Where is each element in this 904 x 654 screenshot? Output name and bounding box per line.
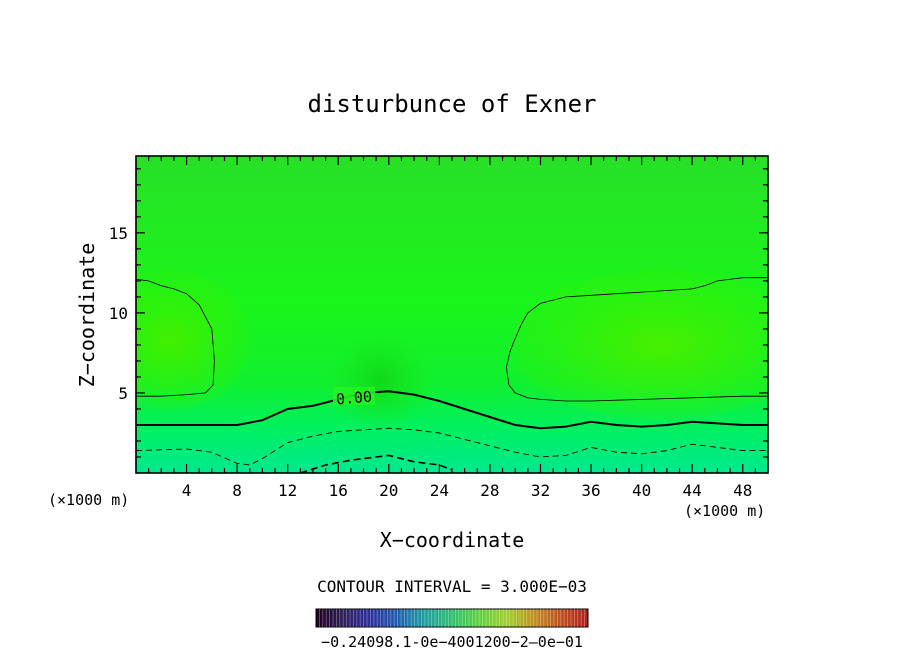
axis-ticks: [136, 156, 768, 473]
y-axis-label: Z−coordinate: [75, 243, 99, 388]
contour-line-negative-1: [136, 427, 768, 466]
x-tick-label: 24: [430, 481, 449, 500]
x-axis-label: X−coordinate: [380, 528, 525, 552]
plot-fill: [136, 156, 768, 473]
x-tick-label: 32: [531, 481, 550, 500]
x-tick-label: 40: [632, 481, 651, 500]
y-tick-label: 10: [109, 304, 128, 323]
x-tick-label: 16: [329, 481, 348, 500]
x-tick-label: 28: [480, 481, 499, 500]
x-tick-label: 36: [581, 481, 600, 500]
y-tick-label: 15: [109, 224, 128, 243]
contour-label-background: [333, 387, 375, 405]
x-tick-label: 48: [733, 481, 752, 500]
y-tick-label: 5: [118, 384, 128, 403]
x-unit-left: (×1000 m): [48, 491, 129, 509]
x-tick-label: 20: [379, 481, 398, 500]
contour-label: 0.00: [335, 387, 373, 408]
contour-line-negative-2: [300, 454, 453, 473]
colorbar-labels: −0.24098.1‐0e−4001200−2—0e−01: [321, 633, 583, 651]
contour-line-zero: [136, 390, 768, 430]
colorbar: [315, 608, 589, 628]
x-tick-label: 12: [278, 481, 297, 500]
contour-line-positive-left: [136, 278, 215, 397]
x-tick-label: 8: [232, 481, 242, 500]
chart-title: disturbunce of Exner: [308, 90, 597, 118]
contour-interval-text: CONTOUR INTERVAL = 3.000E−03: [317, 577, 587, 596]
x-tick-label: 4: [182, 481, 192, 500]
contour-line-positive-right: [505, 277, 768, 402]
x-tick-label: 44: [683, 481, 702, 500]
x-unit-right: (×1000 m): [684, 502, 765, 520]
